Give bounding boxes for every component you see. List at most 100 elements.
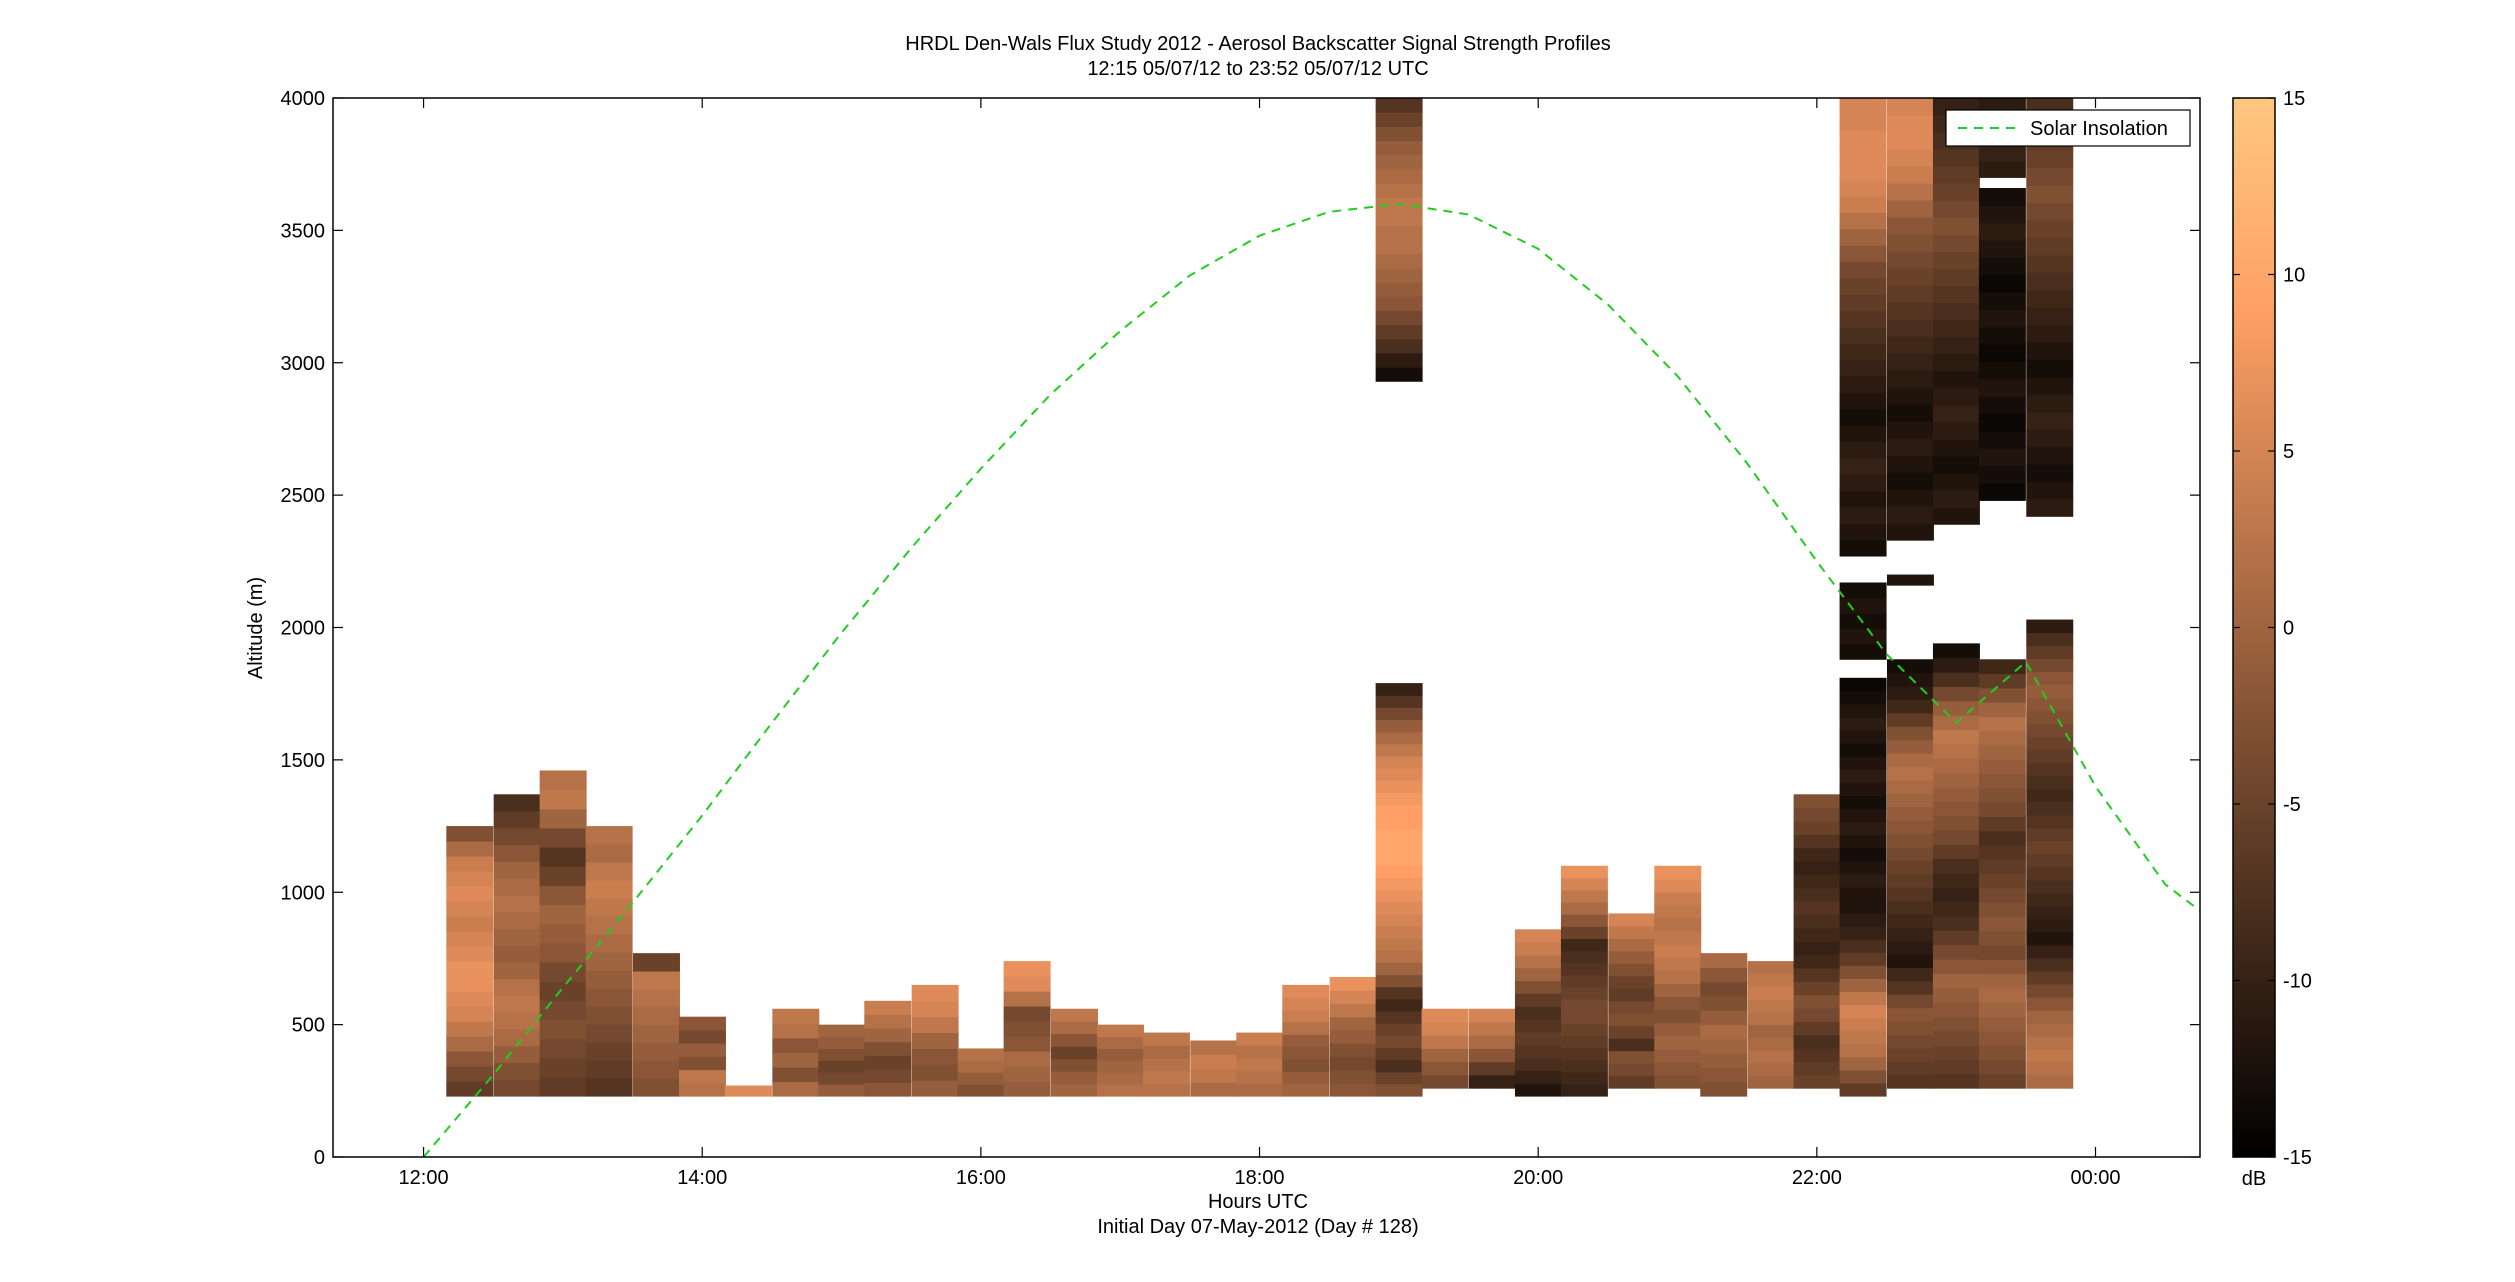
- profile-cell: [1839, 457, 1887, 475]
- profile-cell: [1839, 441, 1887, 459]
- profile-cell: [1375, 338, 1423, 354]
- profile-cell: [1886, 833, 1934, 848]
- profile-cell: [1839, 756, 1887, 770]
- profile-cell: [1560, 987, 1608, 1000]
- profile-cell: [1932, 507, 1980, 525]
- profile-cell: [1468, 1021, 1516, 1036]
- profile-cell: [1003, 961, 1051, 977]
- profile-cell: [1747, 1050, 1795, 1064]
- profile-cell: [1886, 336, 1934, 354]
- profile-cell: [2026, 931, 2074, 946]
- profile-cell: [1932, 786, 1980, 802]
- profile-cell: [911, 1064, 959, 1081]
- profile-cell: [1978, 745, 2026, 760]
- profile-cell: [2026, 307, 2074, 326]
- profile-cell: [2026, 801, 2074, 816]
- y-tick-label: 0: [314, 1147, 325, 1169]
- profile-cell: [1839, 359, 1887, 377]
- profile-cell: [818, 1060, 866, 1073]
- profile-cell: [1839, 277, 1887, 295]
- profile-cell: [1236, 1057, 1284, 1072]
- profile-cell: [1932, 456, 1980, 474]
- profile-cell: [1978, 773, 2026, 789]
- profile-cell: [446, 916, 494, 932]
- profile-cell: [493, 878, 541, 896]
- profile-cell: [1793, 994, 1841, 1009]
- profile-cell: [1932, 829, 1980, 845]
- profile-cell: [1839, 506, 1887, 524]
- profile-cell: [493, 811, 541, 829]
- x-axis-label: Hours UTC: [1208, 1191, 1308, 1213]
- profile-cell: [1886, 994, 1934, 1009]
- profile-cell: [1932, 149, 1980, 167]
- profile-cell: [1096, 1036, 1144, 1049]
- profile-cell: [678, 1069, 726, 1084]
- profile-cell: [1747, 999, 1795, 1013]
- profile-cell: [1932, 1059, 1980, 1075]
- profile-cell: [1932, 387, 1980, 406]
- profile-cell: [864, 1000, 912, 1015]
- profile-cell: [1886, 672, 1934, 687]
- profile-cell: [1608, 1038, 1656, 1052]
- profile-cell: [1375, 267, 1423, 283]
- profile-cell: [633, 1024, 680, 1043]
- profile-cell: [2026, 254, 2074, 273]
- profile-cell: [1839, 212, 1887, 230]
- profile-cell: [1700, 981, 1748, 997]
- profile-cell: [1978, 240, 2026, 258]
- profile-cell: [2026, 762, 2074, 777]
- profile-cell: [1839, 900, 1887, 914]
- profile-cell: [1978, 309, 2026, 328]
- profile-cell: [1978, 659, 2026, 675]
- profile-cell: [1793, 954, 1841, 969]
- x-tick-label: 14:00: [677, 1167, 727, 1189]
- profile-cell: [772, 1066, 820, 1083]
- profile-cell: [1886, 699, 1934, 714]
- profile-cell: [585, 1042, 633, 1061]
- profile-cell: [1978, 973, 2026, 989]
- profile-cell: [446, 946, 494, 962]
- profile-cell: [1932, 370, 1980, 389]
- profile-cell: [1560, 890, 1608, 903]
- profile-cell: [864, 1014, 912, 1029]
- profile-cell: [1932, 959, 1980, 974]
- profile-cell: [1793, 1061, 1841, 1076]
- profile-cell: [1514, 1031, 1562, 1046]
- profile-cell: [539, 981, 587, 1001]
- profile-cell: [1468, 1048, 1516, 1063]
- profile-cell: [1375, 719, 1423, 733]
- profile-cell: [1839, 886, 1887, 901]
- profile-cell: [1375, 938, 1423, 951]
- profile-cell: [1003, 1066, 1051, 1082]
- profile-cell: [1282, 1009, 1330, 1023]
- profile-cell: [2026, 1049, 2074, 1063]
- profile-cell: [1978, 361, 2026, 380]
- profile-cell: [1839, 490, 1887, 508]
- profile-cell: [539, 1076, 587, 1097]
- profile-cell: [1282, 1021, 1330, 1035]
- profile-cell: [818, 1048, 866, 1061]
- profile-cell: [1560, 1083, 1608, 1097]
- profile-cell: [1886, 860, 1934, 875]
- profile-cell: [585, 826, 633, 845]
- profile-cell: [1886, 285, 1934, 303]
- profile-cell: [1839, 539, 1887, 557]
- profile-cell: [539, 1057, 587, 1078]
- profile-cell: [1886, 954, 1934, 969]
- profile-cell: [772, 1008, 820, 1024]
- profile-cell: [1375, 780, 1423, 793]
- profile-cell: [1978, 859, 2026, 875]
- profile-cell: [1886, 753, 1934, 767]
- profile-cell: [1978, 816, 2026, 832]
- profile-cell: [1886, 302, 1934, 320]
- profile-cell: [493, 844, 541, 862]
- profile-cell: [818, 1036, 866, 1049]
- profile-cell: [1886, 1007, 1934, 1022]
- profile-cell: [1142, 1057, 1190, 1072]
- profile-cell: [1839, 228, 1887, 246]
- profile-cell: [1839, 523, 1887, 541]
- profile-cell: [1793, 821, 1841, 835]
- profile-cell: [585, 916, 633, 935]
- profile-cell: [1932, 302, 1980, 321]
- profile-cell: [864, 1041, 912, 1056]
